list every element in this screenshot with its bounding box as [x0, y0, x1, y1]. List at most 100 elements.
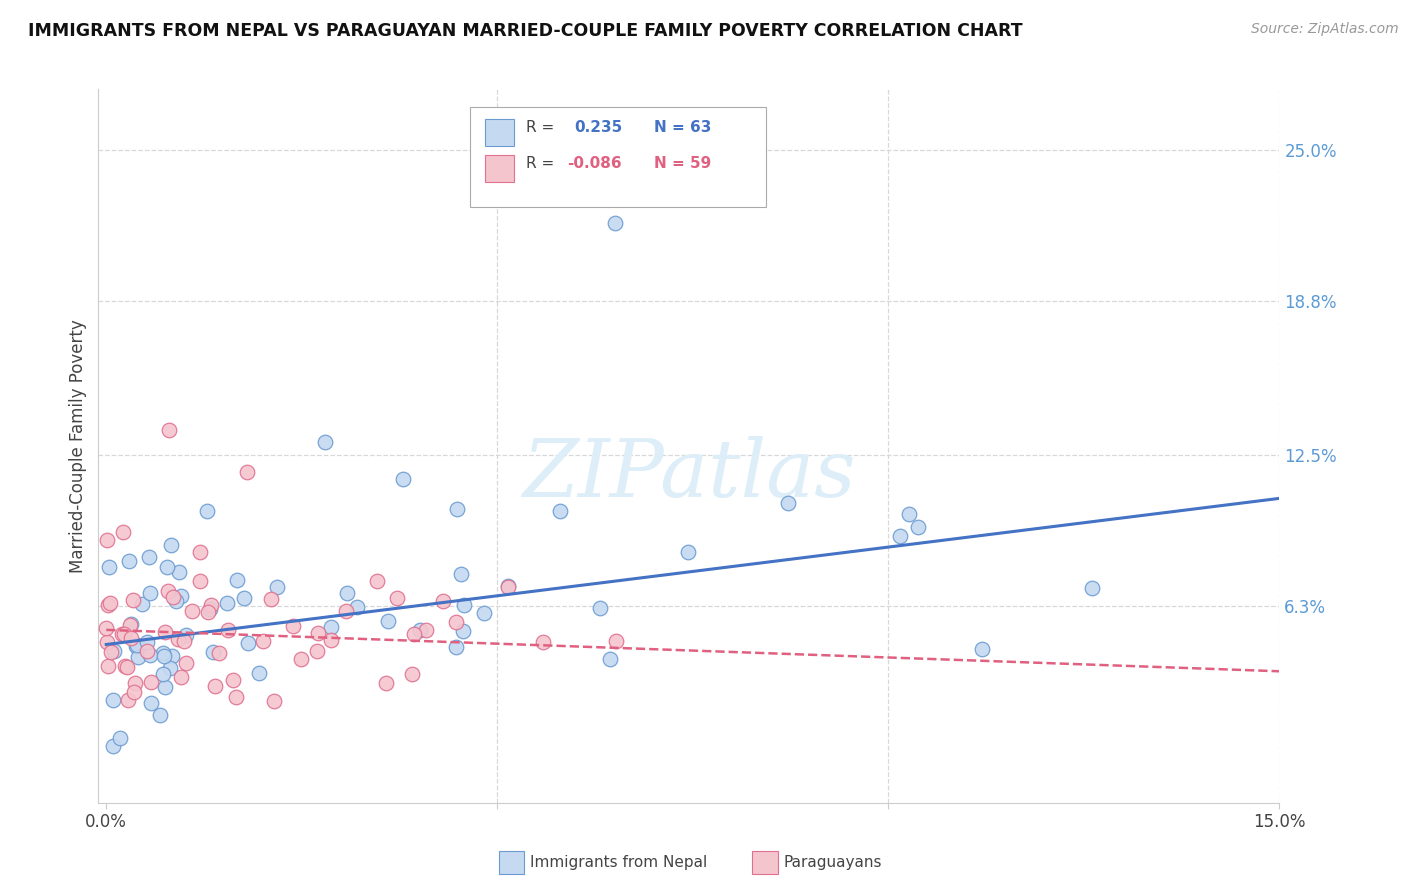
Point — [222, 673, 245, 687]
Point — [200, 598, 222, 612]
Text: Paraguayans: Paraguayans — [783, 855, 882, 870]
FancyBboxPatch shape — [471, 107, 766, 207]
Point — [472, 606, 495, 620]
Point — [122, 685, 145, 699]
Point — [176, 656, 198, 670]
Point — [204, 679, 226, 693]
Text: R =: R = — [526, 120, 554, 135]
Point — [188, 545, 211, 559]
Point — [166, 632, 188, 646]
Point — [103, 739, 125, 753]
Text: 0.235: 0.235 — [575, 120, 623, 135]
Point — [387, 591, 409, 605]
Point — [138, 550, 160, 565]
Point — [124, 676, 146, 690]
Point — [97, 658, 120, 673]
Point — [101, 693, 124, 707]
Point — [170, 589, 193, 603]
Point — [531, 635, 554, 649]
Point — [115, 659, 138, 673]
Point — [259, 591, 281, 606]
Point — [160, 538, 183, 552]
Point — [122, 593, 145, 607]
Point — [100, 645, 122, 659]
Point — [335, 604, 357, 618]
Point — [605, 634, 627, 648]
Point — [111, 627, 134, 641]
Point — [165, 593, 187, 607]
Point — [321, 632, 343, 647]
Point — [155, 680, 177, 694]
Point — [451, 624, 474, 638]
Text: N = 63: N = 63 — [654, 120, 711, 135]
Point — [197, 605, 219, 619]
Point — [252, 634, 274, 648]
Point — [1080, 581, 1102, 595]
Point — [898, 507, 921, 521]
Text: ZIPatlas: ZIPatlas — [522, 436, 856, 513]
Point — [120, 616, 142, 631]
Point — [141, 696, 163, 710]
Point — [217, 624, 239, 638]
Point — [307, 644, 329, 658]
Point — [366, 574, 388, 588]
Point — [215, 596, 238, 610]
Point — [409, 623, 432, 637]
Point — [139, 675, 162, 690]
Point — [907, 520, 929, 534]
Point — [117, 693, 139, 707]
Point — [157, 423, 180, 437]
Point — [247, 666, 270, 681]
Y-axis label: Married-Couple Family Poverty: Married-Couple Family Poverty — [69, 319, 87, 573]
Point — [152, 666, 174, 681]
Bar — [485, 120, 515, 146]
Point — [139, 648, 162, 662]
Point — [173, 634, 195, 648]
Point — [167, 565, 190, 579]
Point — [120, 617, 142, 632]
Point — [201, 645, 224, 659]
Point — [589, 601, 612, 615]
Point — [188, 574, 211, 588]
Point — [314, 435, 336, 450]
Point — [160, 649, 183, 664]
Point — [136, 635, 159, 649]
Point — [225, 690, 247, 705]
Point — [120, 631, 142, 645]
Point — [446, 640, 468, 655]
Point — [415, 623, 437, 637]
Point — [432, 593, 454, 607]
Point — [236, 465, 259, 479]
Point — [208, 646, 231, 660]
Point — [450, 567, 472, 582]
Point — [149, 707, 172, 722]
Point — [138, 585, 160, 599]
Point — [263, 694, 285, 708]
Point — [112, 627, 135, 641]
Point — [290, 652, 312, 666]
Point — [131, 597, 153, 611]
Point — [127, 649, 149, 664]
Point — [238, 636, 260, 650]
Point — [603, 216, 626, 230]
Text: -0.086: -0.086 — [567, 155, 621, 170]
Point — [157, 583, 180, 598]
Point — [550, 504, 572, 518]
Point — [159, 661, 181, 675]
Point — [496, 579, 519, 593]
Point — [98, 596, 121, 610]
Point — [401, 667, 423, 681]
Point — [346, 600, 368, 615]
Point — [496, 580, 519, 594]
Point — [125, 638, 148, 652]
Point — [599, 652, 621, 666]
Point — [232, 591, 254, 605]
Point — [96, 533, 118, 547]
Point — [676, 545, 699, 559]
Point — [281, 619, 304, 633]
Point — [112, 524, 135, 539]
Point — [162, 591, 184, 605]
Point — [453, 598, 475, 612]
Point — [156, 560, 179, 574]
Point — [97, 560, 120, 574]
